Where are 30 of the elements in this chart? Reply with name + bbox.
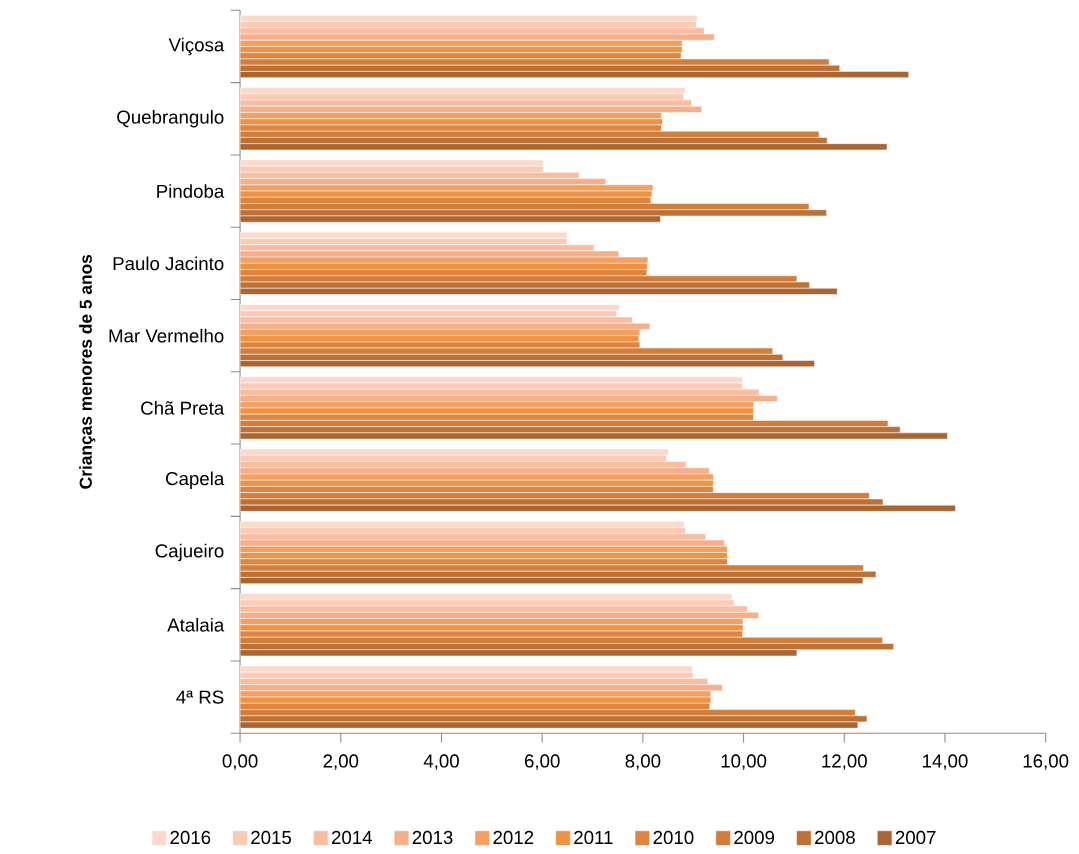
legend-label: 2010	[653, 830, 694, 844]
legend-label: 2011	[574, 830, 613, 844]
y-tick-label: Pindoba	[157, 184, 225, 198]
legend-label: 2009	[734, 830, 775, 844]
y-tick-label: Atalaia	[167, 617, 225, 632]
legend-label: 2014	[331, 830, 373, 844]
legend-label: 2016	[170, 830, 211, 844]
y-axis-title: Crianças menores de 5 anos	[79, 254, 96, 489]
legend-label: 2012	[493, 830, 534, 844]
x-tick-label: 6,00	[524, 754, 560, 770]
legend-label: 2007	[895, 830, 936, 844]
y-tick-label: 4ª RS	[176, 690, 224, 704]
y-tick-label: Mar Vermelho	[109, 328, 224, 343]
y-tick-label: Quebrangulo	[117, 109, 224, 128]
y-tick-label: Chã Preta	[141, 400, 225, 415]
x-tick-label: 0,00	[222, 754, 258, 770]
legend-label: 2013	[412, 830, 453, 844]
legend-label: 2015	[251, 830, 292, 844]
y-tick-label: Capela	[166, 471, 225, 489]
x-tick-label: 16,00	[1023, 754, 1069, 770]
y-tick-label: Paulo Jacinto	[113, 256, 224, 271]
legend-label: 2008	[815, 830, 855, 844]
x-tick-label: 8,00	[625, 754, 661, 770]
x-tick-label: 2,00	[323, 754, 359, 770]
x-tick-label: 14,00	[923, 754, 968, 770]
y-tick-label: Cajueiro	[155, 543, 224, 562]
x-tick-label: 10,00	[721, 754, 767, 770]
y-tick-label: Viçosa	[168, 37, 225, 56]
x-tick-label: 4,00	[423, 754, 459, 770]
x-tick-label: 12,00	[822, 754, 867, 770]
